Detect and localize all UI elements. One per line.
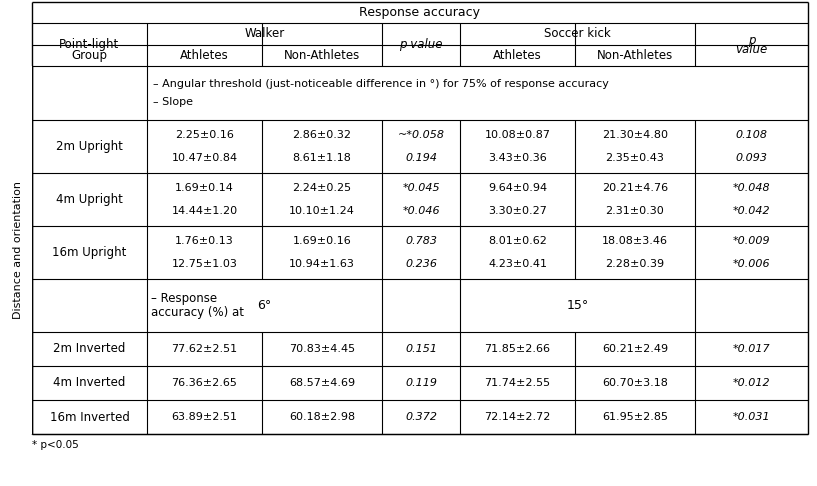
Bar: [5, 66, 32, 434]
Text: 18.08±3.46: 18.08±3.46: [602, 236, 668, 246]
Text: 4.23±0.41: 4.23±0.41: [488, 259, 547, 269]
Text: 70.83±4.45: 70.83±4.45: [289, 344, 355, 354]
Text: 2m Inverted: 2m Inverted: [53, 343, 126, 355]
Text: 1.69±0.14: 1.69±0.14: [175, 183, 234, 193]
Text: 60.18±2.98: 60.18±2.98: [289, 412, 355, 422]
Text: 2.86±0.32: 2.86±0.32: [292, 130, 351, 140]
Text: 15°: 15°: [566, 299, 588, 312]
Text: Point-light: Point-light: [60, 38, 119, 51]
Text: 76.36±2.65: 76.36±2.65: [172, 378, 238, 388]
Text: 2.31±0.30: 2.31±0.30: [605, 206, 664, 216]
Text: 68.57±4.69: 68.57±4.69: [289, 378, 355, 388]
Text: 1.76±0.13: 1.76±0.13: [175, 236, 234, 246]
Text: 4m Inverted: 4m Inverted: [53, 377, 126, 389]
Text: 3.43±0.36: 3.43±0.36: [488, 153, 547, 163]
Text: *0.046: *0.046: [402, 206, 440, 216]
Text: 3.30±0.27: 3.30±0.27: [488, 206, 547, 216]
Text: – Slope: – Slope: [153, 97, 193, 107]
Text: 0.194: 0.194: [405, 153, 437, 163]
Text: 8.61±1.18: 8.61±1.18: [292, 153, 351, 163]
Text: 10.10±1.24: 10.10±1.24: [289, 206, 355, 216]
Text: 9.64±0.94: 9.64±0.94: [488, 183, 547, 193]
Text: 16m Upright: 16m Upright: [52, 246, 127, 259]
Text: Athletes: Athletes: [180, 49, 229, 62]
Text: Athletes: Athletes: [493, 49, 542, 62]
Text: *0.012: *0.012: [733, 378, 770, 388]
Text: accuracy (%) at: accuracy (%) at: [151, 306, 244, 319]
Text: 71.74±2.55: 71.74±2.55: [484, 378, 551, 388]
Text: 10.94±1.63: 10.94±1.63: [289, 259, 355, 269]
Text: 10.08±0.87: 10.08±0.87: [484, 130, 551, 140]
Text: Distance and orientation: Distance and orientation: [14, 181, 24, 319]
Text: 1.69±0.16: 1.69±0.16: [292, 236, 351, 246]
Text: Walker: Walker: [244, 28, 284, 40]
Text: 61.95±2.85: 61.95±2.85: [602, 412, 668, 422]
Text: 2.35±0.43: 2.35±0.43: [605, 153, 664, 163]
Text: Response accuracy: Response accuracy: [359, 6, 480, 19]
Text: p value: p value: [400, 38, 443, 51]
Text: *0.009: *0.009: [733, 236, 770, 246]
Text: *0.042: *0.042: [733, 206, 770, 216]
Text: 0.119: 0.119: [405, 378, 437, 388]
Text: p: p: [748, 34, 755, 47]
Text: Group: Group: [72, 49, 108, 62]
Text: 10.47±0.84: 10.47±0.84: [172, 153, 238, 163]
Text: *0.006: *0.006: [733, 259, 770, 269]
Text: 12.75±1.03: 12.75±1.03: [172, 259, 238, 269]
Text: – Response: – Response: [151, 292, 217, 305]
Text: *0.048: *0.048: [733, 183, 770, 193]
Text: 2m Upright: 2m Upright: [56, 140, 123, 153]
Text: *0.017: *0.017: [733, 344, 770, 354]
Text: 20.21±4.76: 20.21±4.76: [602, 183, 668, 193]
Text: 0.372: 0.372: [405, 412, 437, 422]
Text: 0.783: 0.783: [405, 236, 437, 246]
Text: – Angular threshold (just-noticeable difference in °) for 75% of response accura: – Angular threshold (just-noticeable dif…: [153, 79, 609, 89]
Text: *0.045: *0.045: [402, 183, 440, 193]
Text: Non-Athletes: Non-Athletes: [597, 49, 673, 62]
Text: 0.236: 0.236: [405, 259, 437, 269]
Text: 60.21±2.49: 60.21±2.49: [602, 344, 668, 354]
Text: 4m Upright: 4m Upright: [56, 193, 123, 206]
Text: 2.28±0.39: 2.28±0.39: [605, 259, 664, 269]
Text: 2.25±0.16: 2.25±0.16: [175, 130, 234, 140]
Text: 60.70±3.18: 60.70±3.18: [602, 378, 668, 388]
Text: 16m Inverted: 16m Inverted: [50, 411, 129, 423]
Text: value: value: [735, 43, 768, 56]
Text: 71.85±2.66: 71.85±2.66: [484, 344, 551, 354]
Text: 77.62±2.51: 77.62±2.51: [172, 344, 238, 354]
Text: 0.093: 0.093: [735, 153, 767, 163]
Text: 0.108: 0.108: [735, 130, 767, 140]
Text: *0.031: *0.031: [733, 412, 770, 422]
Text: 8.01±0.62: 8.01±0.62: [488, 236, 547, 246]
Text: 21.30±4.80: 21.30±4.80: [602, 130, 668, 140]
Text: 63.89±2.51: 63.89±2.51: [172, 412, 238, 422]
Text: Soccer kick: Soccer kick: [544, 28, 611, 40]
Text: 72.14±2.72: 72.14±2.72: [484, 412, 551, 422]
Text: * p<0.05: * p<0.05: [32, 440, 78, 450]
Text: ~*0.058: ~*0.058: [398, 130, 444, 140]
Text: 6°: 6°: [257, 299, 271, 312]
Text: Non-Athletes: Non-Athletes: [283, 49, 360, 62]
Text: 14.44±1.20: 14.44±1.20: [172, 206, 238, 216]
Text: 2.24±0.25: 2.24±0.25: [292, 183, 351, 193]
Text: 0.151: 0.151: [405, 344, 437, 354]
